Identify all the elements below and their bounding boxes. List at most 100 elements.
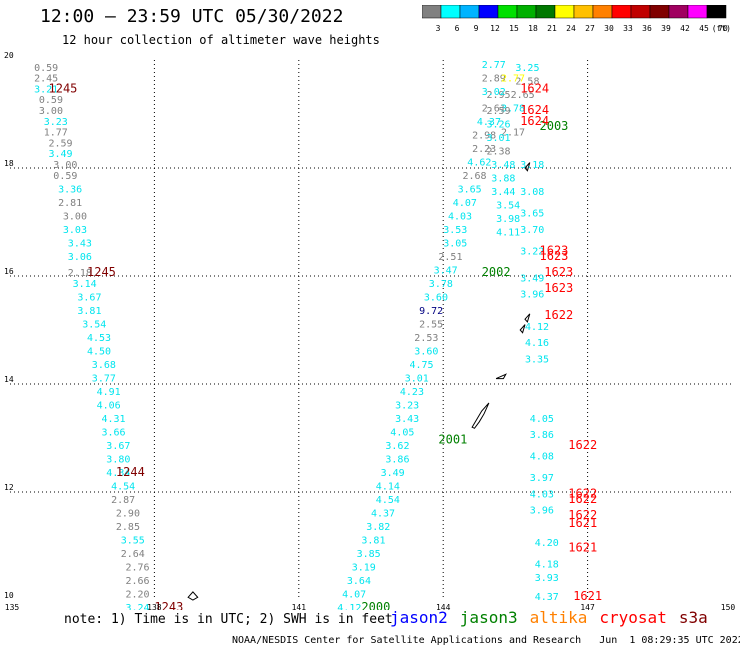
wave-height-value: 4.91 [97,387,121,398]
pass-time-label: 1623 [540,249,569,263]
wave-height-value: 3.97 [530,473,554,484]
scale-label: 30 [604,24,614,33]
wave-height-value: 2.98 [472,130,496,141]
legend-jason2: jason2 [390,608,448,627]
legend-s3a: s3a [678,608,708,627]
wave-height-value: 3.78 [501,103,525,114]
pass-time-label: 1622 [568,508,597,522]
wave-height-value: 4.14 [376,481,400,492]
wave-height-value: 3.67 [77,292,101,303]
wave-height-value: 3.21 [34,84,58,95]
wave-height-value: 4.03 [448,211,472,222]
pass-time-label: 1622 [568,486,597,500]
x-tick-label: 150 [721,603,736,610]
wave-height-value: 4.12 [337,603,361,610]
pass-time-label: 1624 [520,81,549,95]
y-tick-label: 18 [4,159,14,168]
wave-height-value: 3.98 [496,214,520,225]
land-outline-islet [187,591,199,601]
land-outline-saipan [524,313,531,323]
wave-height-value: 0.59 [39,95,63,106]
wave-height-value: 4.37 [371,508,395,519]
wave-height-value: 2.77 [501,74,525,85]
wave-height-value: 3.49 [381,468,405,479]
wave-height-value: 3.70 [520,225,544,236]
wave-height-value: 4.06 [97,400,121,411]
wave-height-value: 3.65 [520,209,544,220]
scale-label: 24 [566,24,576,33]
wave-height-value: 3.96 [520,290,544,301]
wave-height-value: 2.59 [487,106,511,117]
pass-time-label: 1621 [573,589,602,603]
land-outline-tinian [519,324,526,334]
y-tick-label: 12 [4,483,14,492]
wave-height-value: 3.22 [520,246,544,257]
wave-height-value: 4.54 [376,495,400,506]
wave-height-value: 4.53 [87,333,111,344]
wave-height-value: 3.23 [395,400,419,411]
wave-height-value: 4.05 [530,414,554,425]
wave-height-value: 2.58 [515,76,539,87]
wave-height-value: 3.19 [352,562,376,573]
wave-height-value: 3.43 [395,414,419,425]
wave-height-value: 4.62 [467,157,491,168]
wave-height-value: 3.96 [530,506,554,517]
wave-height-value: 2.65 [511,90,535,101]
wave-height-value: 3.93 [535,573,559,584]
wave-height-value: 3.35 [525,354,549,365]
wave-height-value: 2.76 [126,562,150,573]
pass-time-label: 1622 [568,438,597,452]
scale-label: 42 [680,24,690,33]
wave-height-value: 0.59 [34,63,58,74]
satellite-legend: jason2 jason3 altika cryosat s3a [390,608,720,627]
wave-height-value: 3.06 [68,252,92,263]
scale-label: 27 [585,24,595,33]
wave-height-value: 3.77 [92,373,116,384]
wave-height-value: 2.18 [68,268,92,279]
land-outline-guam [471,402,490,429]
wave-height-value: 2.55 [419,319,443,330]
wave-height-value: 4.54 [111,481,135,492]
wave-height-value: 3.48 [491,160,515,171]
scale-label: 21 [547,24,557,33]
wave-height-value: 3.53 [443,225,467,236]
wave-height-value: 3.25 [515,63,539,74]
wave-height-value: 3.78 [429,279,453,290]
pass-time-label: 1624 [520,103,549,117]
wave-height-value: 3.00 [39,106,63,117]
wave-height-value: 3.01 [405,373,429,384]
legend-cryosat: cryosat [599,608,667,627]
y-tick-label: 16 [4,267,14,276]
wave-height-value: 2.51 [438,252,462,263]
scale-label: 3 [436,24,441,33]
wave-height-map: 0.592.453.210.593.003.231.772.593.493.00… [4,51,736,610]
wave-height-value: 3.54 [82,319,106,330]
wave-height-value: 3.55 [121,535,145,546]
wave-height-value: 2.23 [472,144,496,155]
wave-height-value: 3.36 [58,184,82,195]
x-tick-label: 144 [436,603,451,610]
scale-swatch [706,5,727,19]
wave-height-value: 3.23 [44,117,68,128]
wave-height-value: 3.60 [414,346,438,357]
page-title: 12:00 — 23:59 UTC 05/30/2022 [40,6,344,27]
footer-credit: NOAA/NESDIS Center for Satellite Applica… [232,635,740,646]
pass-time-label: 1623 [540,243,569,257]
wave-height-value: 3.81 [77,306,101,317]
wave-height-value: 2.77 [482,60,506,71]
wave-height-value: 4.75 [410,360,434,371]
wave-height-value: 4.16 [525,338,549,349]
pass-time-label: 1624 [520,114,549,128]
wave-height-value: 2.38 [487,147,511,158]
wave-height-value: 1.77 [44,128,68,139]
wave-height-value: 2.95 [487,90,511,101]
wave-height-value: 3.80 [106,454,130,465]
wave-height-value: 3.88 [491,174,515,185]
wave-height-value: 3.14 [73,279,97,290]
wave-height-value: 2.61 [482,103,506,114]
wave-height-value: 3.54 [496,201,520,212]
wave-height-value: 3.66 [102,427,126,438]
wave-height-value: 3.00 [63,211,87,222]
pass-time-label: 1622 [568,492,597,506]
wave-height-value: 4.34 [106,468,130,479]
